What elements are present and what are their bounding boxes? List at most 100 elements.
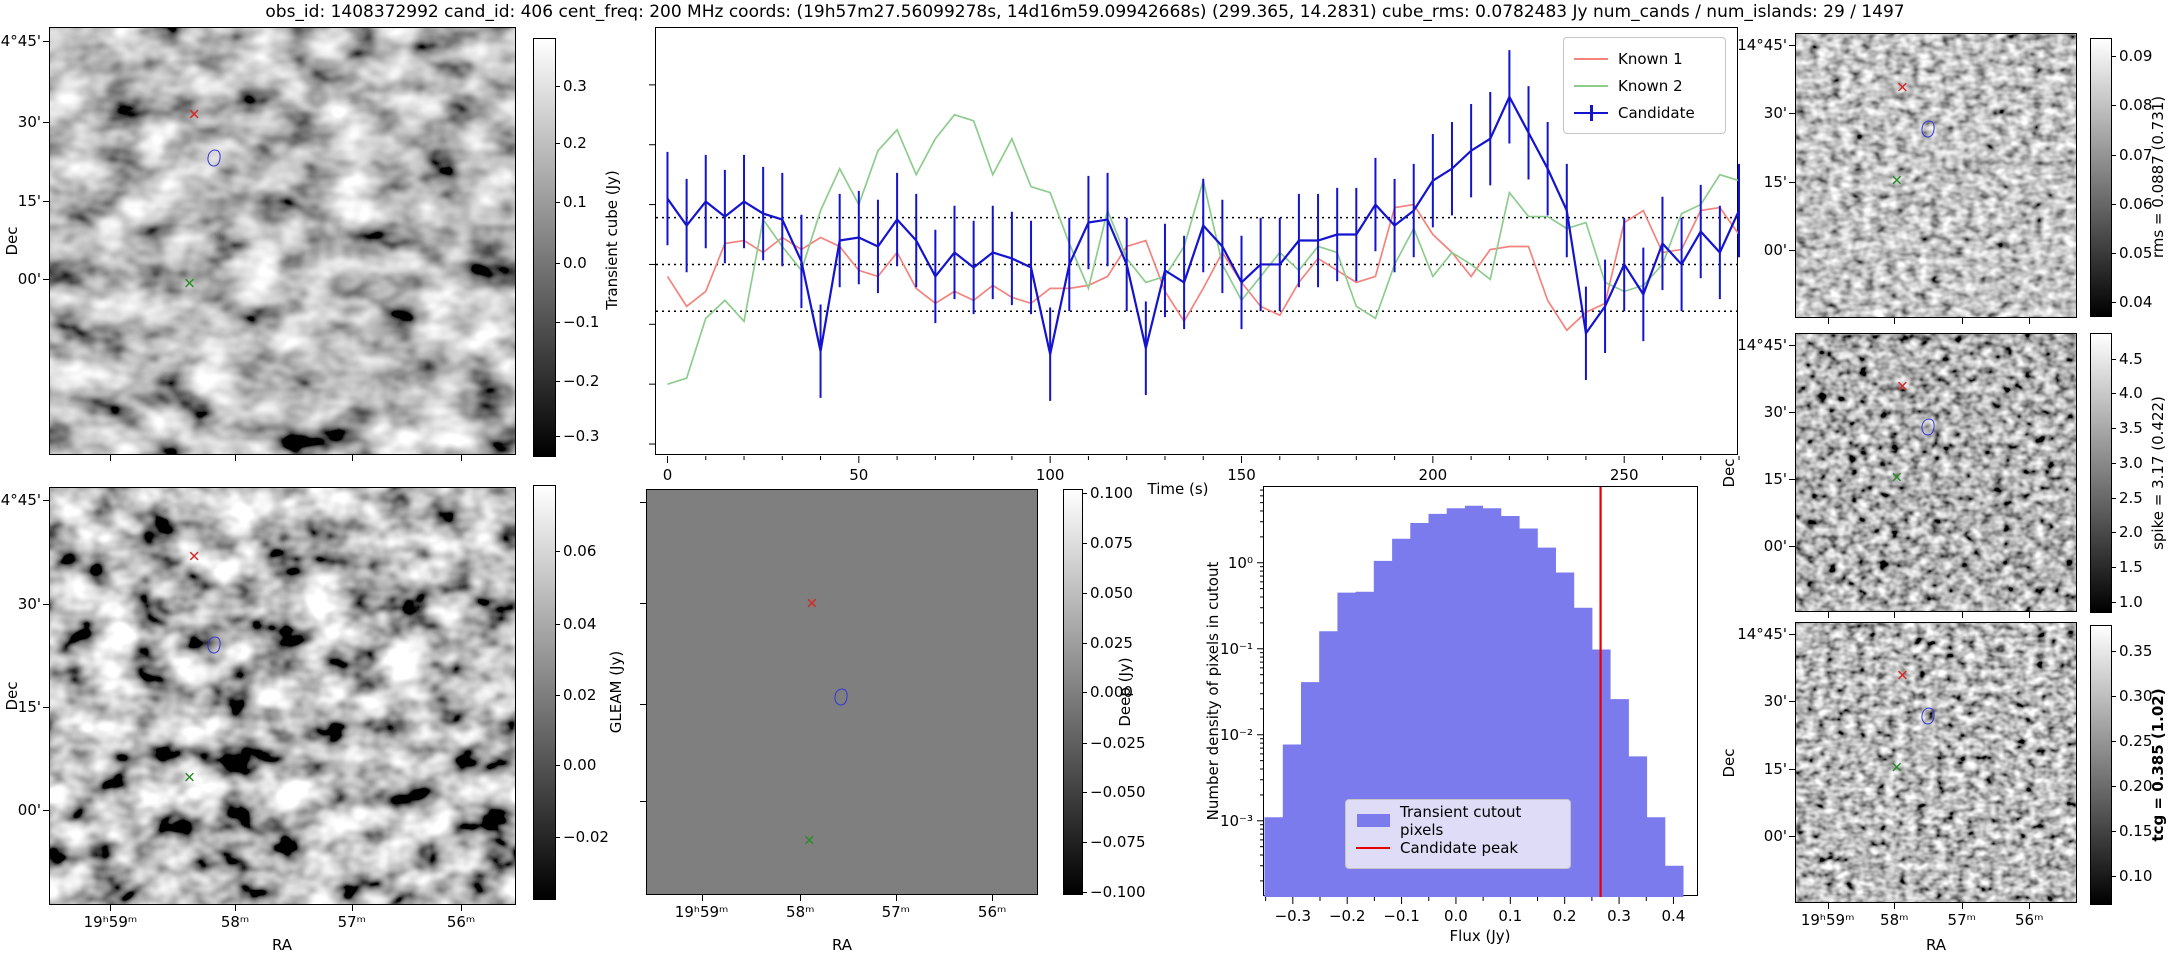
y-tick-mark — [1789, 182, 1796, 183]
colorbar-spike: 4.5 4.0 3.5 3.0 2.5 2.0 1.5 1.0 — [2090, 333, 2143, 613]
colorbar-tick-label: 0.1 — [563, 193, 587, 212]
colorbar-tick-label: 0.3 — [563, 76, 587, 95]
ra-axis-label-bottom-left: RA — [271, 936, 293, 954]
x-tick-label: 19ʰ59ᵐ — [83, 913, 138, 931]
y-tick-mark — [1789, 45, 1796, 47]
y-tick-label: 00' — [1763, 241, 1787, 260]
x-tick-mark — [1961, 317, 1963, 324]
colorbar-tick-label: 0.0 — [563, 253, 587, 272]
colorbar-tick-mark — [2111, 462, 2116, 464]
lightcurve-legend: Known 1 Known 2 Candidate — [1563, 37, 1726, 134]
colorbar-tick-label: 0.075 — [1090, 533, 1133, 552]
known-source-2-marker-icon: ✕ — [802, 831, 816, 850]
candidate-contour-icon — [832, 687, 849, 707]
histogram-legend: Transient cutout pixels Candidate peak — [1345, 799, 1571, 869]
y-tick-mark — [43, 279, 50, 281]
colorbar-tick-mark — [1082, 891, 1087, 893]
colorbar-tick-mark — [1082, 542, 1087, 544]
time-axis-label: Time (s) — [1147, 480, 1209, 498]
x-tick-label: 19ʰ59ᵐ — [674, 903, 729, 921]
y-tick-mark — [640, 502, 647, 504]
x-tick-label: 57ᵐ — [1947, 911, 1976, 929]
colorbar-tick-mark — [2111, 497, 2116, 499]
y-tick-mark — [1789, 545, 1796, 547]
colorbar-tick-mark — [1082, 492, 1087, 494]
svg-text:−0.2: −0.2 — [1329, 907, 1365, 925]
histogram-patch-icon — [1356, 814, 1390, 827]
svg-text:250: 250 — [1610, 466, 1639, 484]
x-tick-mark — [1961, 902, 1963, 909]
svg-text:0.2: 0.2 — [1553, 907, 1577, 925]
lightcurve-plot: 0 50 100 150 200 250 — [649, 27, 1741, 484]
colorbar-tick-mark — [1082, 642, 1087, 644]
y-tick-mark — [43, 40, 50, 42]
y-tick-mark — [1789, 411, 1796, 413]
colorbar-tick-label: 0.30 — [2119, 686, 2153, 705]
y-tick-label: 30' — [17, 594, 41, 613]
noise-image — [1796, 623, 2076, 902]
noise-image — [50, 488, 515, 904]
x-tick-mark — [800, 894, 802, 901]
colorbar-gleam: 0.06 0.04 0.02 0.00 −0.02 — [533, 485, 609, 900]
colorbar-tick-label: 0.02 — [563, 685, 597, 704]
y-tick-label: 15' — [1763, 173, 1787, 191]
colorbar-tick-mark — [2111, 830, 2116, 832]
x-tick-mark — [461, 904, 463, 911]
colorbar-tick-mark — [2111, 105, 2116, 107]
colorbar-tick-mark — [2111, 252, 2116, 254]
colorbar-tick-mark — [555, 381, 560, 383]
known-source-1-marker-icon: ✕ — [1896, 78, 1909, 97]
y-tick-label: 30' — [17, 112, 41, 131]
y-tick-mark — [43, 603, 50, 605]
colorbar-tick-label: 4.0 — [2119, 384, 2143, 403]
colorbar-tick-mark — [1082, 692, 1087, 694]
known-source-1-marker-icon: ✕ — [805, 594, 819, 613]
x-tick-mark — [1961, 611, 1963, 618]
svg-text:10⁰: 10⁰ — [1228, 554, 1253, 572]
y-tick-mark — [43, 500, 50, 502]
colorbar-tick-label: 0.05 — [2119, 243, 2153, 262]
colorbar-tick-label: 0.35 — [2119, 641, 2153, 660]
x-tick-mark — [351, 904, 353, 911]
y-tick-mark — [1789, 113, 1796, 115]
colorbar-tick-mark — [555, 262, 560, 264]
y-tick-label: 00' — [17, 270, 41, 289]
density-axis-label: Number density of pixels in cutout — [1204, 561, 1222, 821]
colorbar-tick-label: 2.5 — [2119, 488, 2143, 507]
colorbar-tick-label: −0.3 — [563, 426, 600, 445]
x-tick-mark — [1827, 902, 1829, 909]
colorbar-tick-mark — [555, 694, 560, 696]
y-tick-mark — [640, 801, 647, 803]
colorbar-tick-mark — [2111, 393, 2116, 395]
svg-text:0.4: 0.4 — [1662, 907, 1686, 925]
gleam-cutout-image: 19ʰ59ᵐ 58ᵐ 57ᵐ 56ᵐ 14°45' 30' 15' 00' ✕ ✕ — [0, 487, 516, 931]
colorbar-tick-label: −0.100 — [1090, 882, 1146, 901]
x-tick-mark — [992, 894, 994, 901]
ra-axis-label-right-bottom: RA — [1925, 936, 1947, 954]
colorbar-tick-mark — [2111, 875, 2116, 877]
svg-text:0.0: 0.0 — [1444, 907, 1468, 925]
figure-title: obs_id: 1408372992 cand_id: 406 cent_fre… — [265, 2, 1905, 22]
tcg-cutout-image: 19ʰ59ᵐ 58ᵐ 57ᵐ 56ᵐ 14°45' 30' 15' 00' ✕ ✕ — [1737, 622, 2077, 929]
colorbar-label-spike: spike = 3.17 (0.422) — [2149, 396, 2167, 550]
legend-item-cutout-pixels: Transient cutout pixels — [1356, 803, 1560, 839]
colorbar-tick-label: −0.075 — [1090, 833, 1146, 852]
colorbar-tick-label: 0.20 — [2119, 776, 2153, 795]
colorbar-tick-mark — [555, 837, 560, 839]
colorbar-tick-label: 0.15 — [2119, 821, 2153, 840]
y-tick-label: 30' — [1763, 692, 1787, 711]
colorbar-label-rms: rms = 0.0887 (0.731) — [2149, 95, 2167, 259]
y-tick-mark — [43, 809, 50, 811]
colorbar-tick-label: 0.00 — [563, 755, 597, 774]
lightcurve-canvas: 0 50 100 150 200 250 — [649, 50, 1741, 484]
y-tick-mark — [1789, 634, 1796, 636]
legend-label: Known 1 — [1618, 49, 1683, 68]
svg-text:10⁻²: 10⁻² — [1220, 726, 1253, 744]
colorbar-tick-mark — [1082, 742, 1087, 744]
y-tick-mark — [1789, 478, 1796, 480]
colorbar-tick-label: 3.5 — [2119, 419, 2143, 438]
known-source-2-marker-icon: ✕ — [1890, 758, 1904, 777]
colorbar-tick-label: 0.04 — [2119, 293, 2153, 312]
x-tick-label: 19ʰ59ᵐ — [1800, 911, 1855, 929]
y-tick-label: 15' — [1763, 759, 1787, 778]
